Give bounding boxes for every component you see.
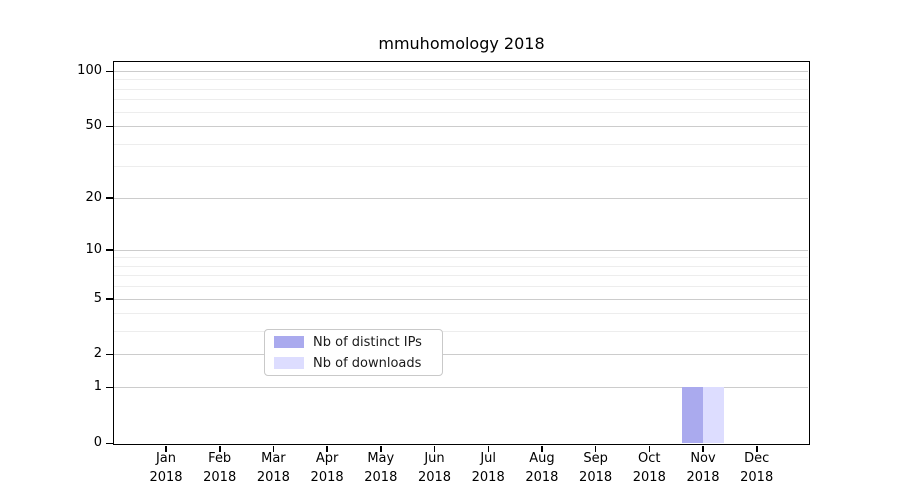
y-minor-gridline [114,331,808,333]
x-axis-label: Sep 2018 [564,450,628,487]
x-label-year: 2018 [471,469,505,485]
y-major-gridline [114,354,808,356]
x-axis-label: Feb 2018 [188,450,252,487]
x-label-year: 2018 [203,469,237,485]
y-major-gridline [114,298,808,300]
x-axis-tick [165,445,167,452]
legend: Nb of distinct IPs Nb of downloads [264,329,443,376]
y-axis-tick [105,442,113,444]
x-axis-label: Dec 2018 [725,450,789,487]
x-axis-label: Nov 2018 [671,450,735,487]
y-minor-gridline [114,79,808,81]
x-axis-tick [487,445,489,452]
y-axis-label: 20 [85,189,102,205]
x-axis-label: May 2018 [349,450,413,487]
x-label-month: Jul [480,451,497,466]
y-minor-gridline [114,313,808,315]
x-axis-tick [219,445,221,452]
x-axis-tick [756,445,758,452]
y-axis-label: 100 [77,63,102,78]
y-axis-tick [105,125,113,128]
x-label-month: Nov [690,451,716,466]
y-axis-tick [105,197,113,199]
y-minor-gridline [114,88,808,90]
y-major-gridline [114,387,808,389]
legend-label-distinct-ips: Nb of distinct IPs [313,334,422,350]
y-axis-tick [105,353,113,356]
chart-title: mmuhomology 2018 [378,34,545,53]
x-label-year: 2018 [364,469,398,485]
x-axis-label: Jun 2018 [403,450,467,487]
y-axis-tick [105,249,113,251]
x-label-month: May [367,451,395,466]
x-label-month: Dec [744,451,770,466]
y-axis-label: 0 [93,435,102,450]
y-axis-label: 2 [93,346,102,362]
x-label-month: Oct [638,451,661,466]
x-label-year: 2018 [310,469,344,485]
x-label-year: 2018 [740,469,774,485]
x-axis-tick [272,445,275,452]
x-label-month: Aug [529,451,555,466]
x-label-month: Apr [315,451,339,466]
y-minor-gridline [114,111,808,113]
x-axis-label: Oct 2018 [617,450,681,487]
y-minor-gridline [114,275,808,277]
x-label-month: Feb [208,451,232,466]
x-axis-tick [702,445,704,452]
y-major-gridline [114,197,808,199]
y-axis-label: 5 [93,290,102,306]
y-minor-gridline [114,286,808,288]
legend-swatch-downloads [274,357,304,369]
y-major-gridline [114,71,808,72]
x-label-year: 2018 [256,469,290,485]
x-axis-label: Aug 2018 [510,450,574,487]
bar-distinct-ips [682,387,703,443]
y-major-gridline [114,249,808,251]
y-axis-label: 50 [85,118,102,134]
x-axis-label: Mar 2018 [241,450,305,487]
x-label-year: 2018 [417,469,452,485]
bar-downloads [703,387,724,443]
legend-item-distinct-ips: Nb of distinct IPs [274,335,433,350]
x-label-month: Mar [261,451,286,466]
y-axis-label: 1 [93,379,102,395]
y-axis-label: 10 [85,241,102,257]
x-axis-label: Jan 2018 [134,450,198,487]
y-minor-gridline [114,265,808,267]
x-label-month: Jan [155,451,177,466]
y-minor-gridline [114,166,808,168]
x-axis-tick [648,445,650,452]
x-label-year: 2018 [525,469,559,485]
y-minor-gridline [114,257,808,259]
x-label-month: Sep [583,451,608,466]
legend-label-downloads: Nb of downloads [313,355,422,371]
y-minor-gridline [114,99,808,101]
x-axis-label: Jul 2018 [456,450,520,487]
y-axis-tick [105,298,113,300]
x-label-year: 2018 [632,469,666,485]
y-major-gridline [114,126,808,128]
x-axis-tick [433,445,436,452]
y-minor-gridline [114,143,808,145]
x-label-year: 2018 [686,469,720,485]
x-label-year: 2018 [149,469,183,485]
x-axis-tick [541,445,543,452]
x-label-year: 2018 [579,469,613,485]
x-label-month: Jun [424,451,445,466]
plot-area: 0 1 2 5 10 20 50 100 Jan 2018 Feb 2018 Mar 2018 Apr 201… [77,61,810,485]
x-axis-tick [380,445,382,452]
legend-item-downloads: Nb of downloads [274,356,433,371]
y-axis-tick [105,386,113,389]
x-axis-label: Apr 2018 [295,450,359,487]
x-axis-tick [326,445,328,452]
x-axis-tick [594,445,597,452]
y-axis-tick [105,70,113,72]
legend-swatch-distinct-ips [274,336,304,348]
